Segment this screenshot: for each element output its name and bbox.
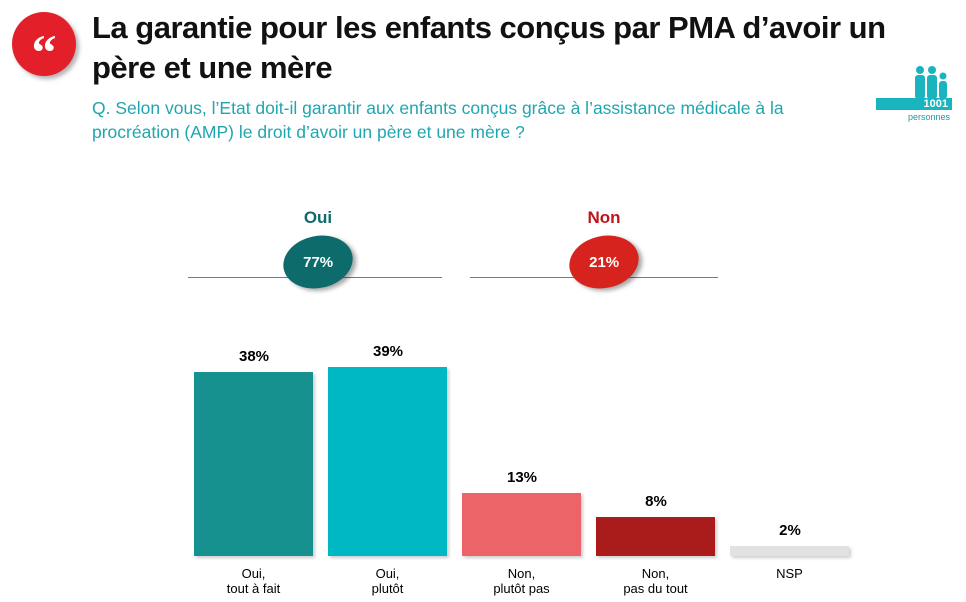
oui-header: Oui xyxy=(303,208,333,227)
category-label: Non, pas du tout xyxy=(623,566,688,596)
category-label: Oui, plutôt xyxy=(371,566,404,596)
bar xyxy=(194,371,313,556)
bar xyxy=(328,366,447,556)
bar xyxy=(596,517,715,556)
bar-value-label: 39% xyxy=(372,342,404,360)
oui-total-value: 77% xyxy=(302,253,334,271)
non-total-bubble: 21% xyxy=(564,229,644,295)
oui-total-bubble: 77% xyxy=(278,229,358,295)
sample-count: 1001 xyxy=(923,98,948,110)
bar xyxy=(462,492,581,556)
quote-icon: “ xyxy=(12,12,76,80)
people-icon xyxy=(876,66,952,110)
non-total-value: 21% xyxy=(588,253,620,271)
category-label: Oui, tout à fait xyxy=(226,566,281,596)
sample-badge: 1001 personnes xyxy=(876,64,952,126)
category-label: Non, plutôt pas xyxy=(493,566,550,596)
bar-value-label: 2% xyxy=(779,522,801,540)
bar-value-label: 13% xyxy=(506,468,538,486)
bar-value-label: 8% xyxy=(645,493,667,511)
non-header: Non xyxy=(587,208,621,227)
sample-label: personnes xyxy=(907,112,950,122)
question-text: Q. Selon vous, l’Etat doit-il garantir a… xyxy=(92,98,784,142)
bar xyxy=(730,546,849,556)
category-label: NSP xyxy=(776,566,803,581)
bar-value-label: 38% xyxy=(238,347,270,365)
page-title: La garantie pour les enfants conçus par … xyxy=(92,10,886,85)
